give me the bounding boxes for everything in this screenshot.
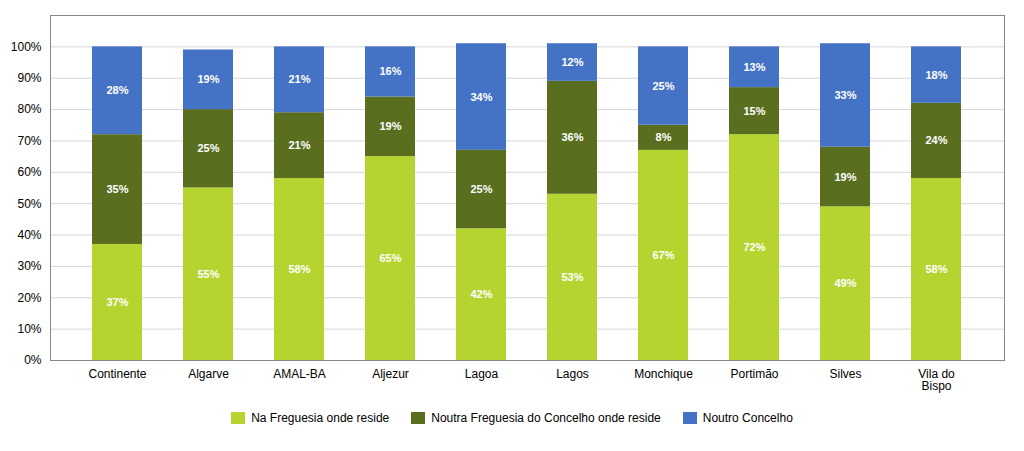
svg-text:15%: 15% — [743, 105, 765, 117]
svg-text:33%: 33% — [834, 89, 856, 101]
svg-text:8%: 8% — [656, 131, 672, 143]
svg-text:20%: 20% — [17, 291, 41, 305]
svg-text:16%: 16% — [379, 65, 401, 77]
svg-text:Lagos: Lagos — [556, 367, 589, 381]
svg-text:Vila doBispo: Vila doBispo — [918, 367, 955, 393]
svg-text:18%: 18% — [925, 69, 947, 81]
svg-text:35%: 35% — [106, 183, 128, 195]
svg-text:24%: 24% — [925, 134, 947, 146]
svg-text:34%: 34% — [470, 91, 492, 103]
svg-text:Monchique: Monchique — [634, 367, 693, 381]
svg-text:19%: 19% — [834, 171, 856, 183]
svg-text:58%: 58% — [925, 263, 947, 275]
svg-text:65%: 65% — [379, 252, 401, 264]
svg-text:Continente: Continente — [88, 367, 146, 381]
svg-text:Portimão: Portimão — [730, 367, 778, 381]
svg-text:90%: 90% — [17, 71, 41, 85]
svg-text:42%: 42% — [470, 288, 492, 300]
svg-text:Lagoa: Lagoa — [465, 367, 499, 381]
svg-text:67%: 67% — [652, 249, 674, 261]
svg-text:50%: 50% — [17, 197, 41, 211]
svg-text:12%: 12% — [561, 56, 583, 68]
svg-text:70%: 70% — [17, 134, 41, 148]
svg-text:53%: 53% — [561, 271, 583, 283]
svg-text:100%: 100% — [11, 40, 42, 54]
svg-text:Aljezur: Aljezur — [372, 367, 409, 381]
svg-text:30%: 30% — [17, 259, 41, 273]
svg-text:AMAL-BA: AMAL-BA — [273, 367, 326, 381]
svg-text:25%: 25% — [652, 80, 674, 92]
svg-text:25%: 25% — [197, 142, 219, 154]
svg-text:72%: 72% — [743, 241, 765, 253]
svg-text:60%: 60% — [17, 165, 41, 179]
svg-text:80%: 80% — [17, 102, 41, 116]
svg-text:13%: 13% — [743, 61, 765, 73]
svg-text:0%: 0% — [24, 353, 42, 367]
svg-text:Silves: Silves — [829, 367, 861, 381]
svg-text:Algarve: Algarve — [188, 367, 229, 381]
svg-text:19%: 19% — [379, 120, 401, 132]
svg-text:28%: 28% — [106, 84, 128, 96]
html-text:Noutra Freguesia do Concelho o: Noutra Freguesia do Concelho onde reside — [431, 411, 661, 425]
svg-text:55%: 55% — [197, 268, 219, 280]
svg-text:21%: 21% — [288, 139, 310, 151]
svg-text:58%: 58% — [288, 263, 310, 275]
html-text:Na Freguesia onde reside: Na Freguesia onde reside — [251, 411, 390, 425]
svg-text:37%: 37% — [106, 296, 128, 308]
svg-text:36%: 36% — [561, 131, 583, 143]
svg-text:19%: 19% — [197, 73, 219, 85]
svg-text:10%: 10% — [17, 322, 41, 336]
html-text:Noutro Concelho: Noutro Concelho — [702, 411, 793, 425]
svg-text:49%: 49% — [834, 277, 856, 289]
svg-text:40%: 40% — [17, 228, 41, 242]
svg-text:25%: 25% — [470, 183, 492, 195]
svg-text:21%: 21% — [288, 73, 310, 85]
